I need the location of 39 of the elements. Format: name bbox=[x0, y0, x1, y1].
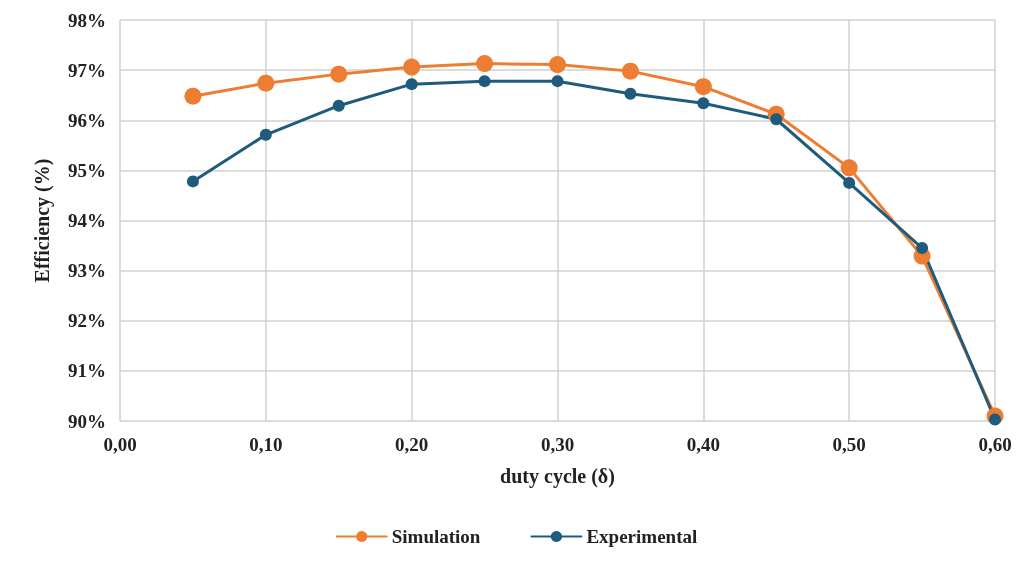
point bbox=[478, 75, 491, 88]
point bbox=[257, 74, 275, 92]
y-tick-label: 94% bbox=[68, 210, 106, 231]
x-tick-label: 0,00 bbox=[103, 434, 137, 455]
legend-label: Simulation bbox=[391, 526, 481, 547]
point bbox=[405, 78, 418, 91]
point bbox=[840, 159, 858, 177]
point bbox=[403, 58, 421, 76]
point bbox=[476, 55, 494, 73]
x-tick-label: 0,50 bbox=[832, 434, 866, 455]
point bbox=[551, 75, 564, 88]
point bbox=[259, 128, 272, 141]
point bbox=[332, 99, 345, 112]
x-tick-label: 0,20 bbox=[395, 434, 429, 455]
x-tick-label: 0,60 bbox=[978, 434, 1012, 455]
point bbox=[624, 87, 637, 100]
point bbox=[697, 97, 710, 110]
y-axis-title: Efficiency (%) bbox=[31, 158, 54, 283]
x-tick-label: 0,30 bbox=[540, 434, 575, 455]
y-tick-label: 91% bbox=[68, 360, 106, 382]
point bbox=[916, 242, 929, 255]
y-tick-label: 93% bbox=[68, 260, 106, 282]
y-tick-label: 95% bbox=[68, 159, 106, 181]
y-tick-label: 98% bbox=[68, 9, 106, 31]
y-tick-label: 97% bbox=[68, 59, 106, 81]
point bbox=[843, 176, 856, 189]
y-tick-label: 92% bbox=[68, 310, 106, 332]
point bbox=[549, 56, 566, 74]
point bbox=[621, 62, 639, 80]
x-tick-label: 0,40 bbox=[686, 434, 720, 455]
point bbox=[186, 175, 199, 188]
point bbox=[330, 65, 348, 83]
legend-label: Experimental bbox=[586, 526, 698, 547]
y-tick-label: 90% bbox=[68, 410, 106, 432]
y-tick-label: 96% bbox=[68, 109, 106, 131]
x-axis-title: duty cycle (δ) bbox=[500, 465, 615, 488]
x-tick-label: 0,10 bbox=[249, 434, 283, 455]
point bbox=[694, 78, 712, 96]
point bbox=[184, 87, 202, 105]
